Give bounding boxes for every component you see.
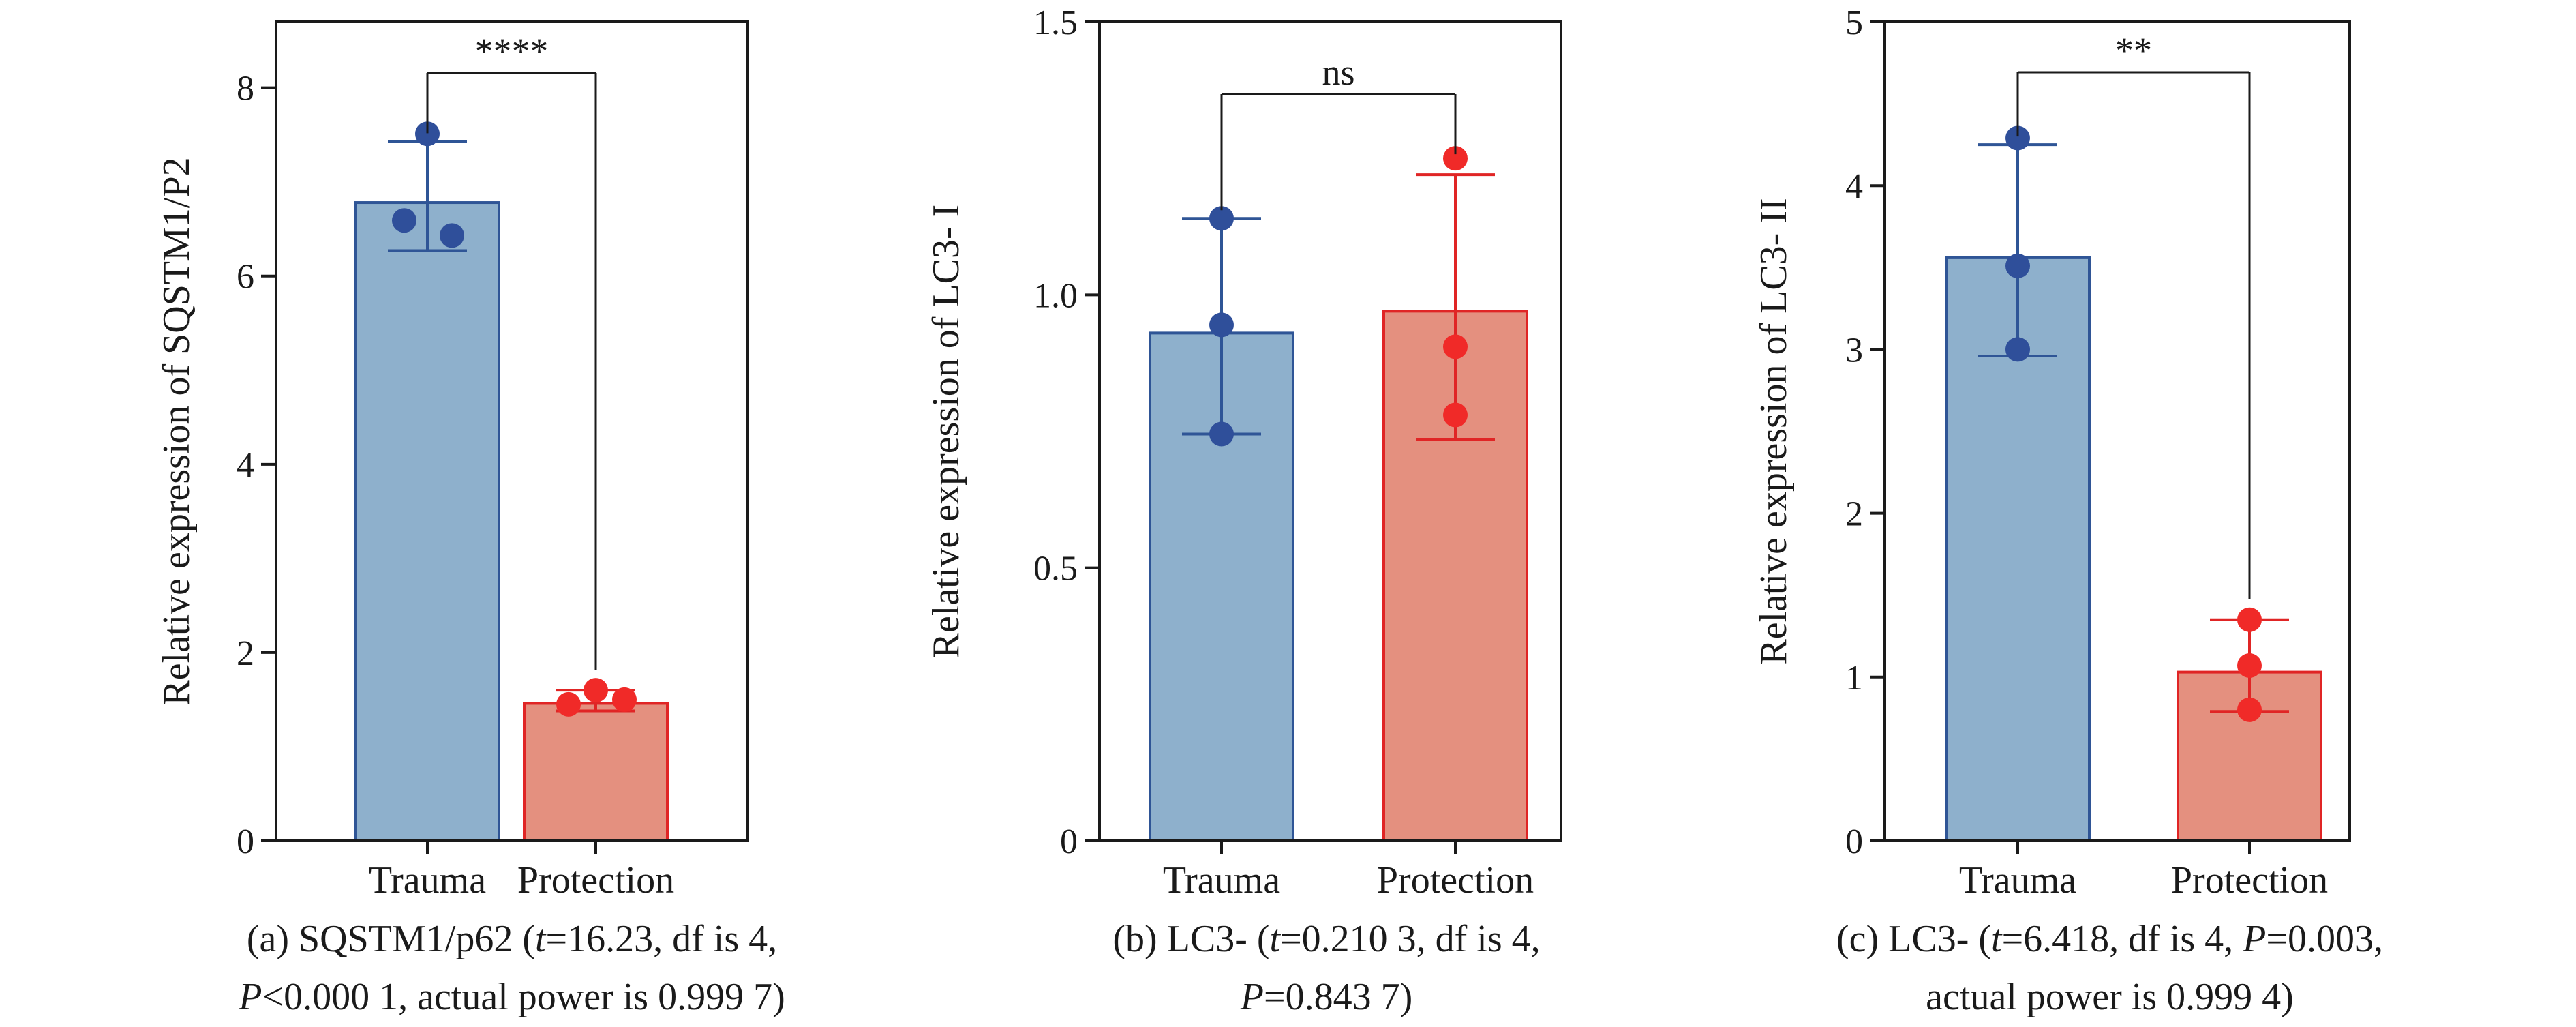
caption-text: <0.000 1, actual power is 0.999 7)	[262, 976, 785, 1018]
y-tick-label: 0	[237, 822, 254, 861]
y-tick-label: 0	[1845, 822, 1863, 861]
chart-panel-b: 0 0.5 1.0 1.5 Trauma Protection Relative expre…	[925, 3, 1562, 1018]
data-point-protection	[2237, 697, 2262, 722]
y-tick-label: 0.5	[1033, 550, 1078, 589]
caption-line-1: (c) LC3- (t=6.418, df is 4, P=0.003,	[1836, 918, 2383, 960]
caption-text: (c) LC3- (	[1836, 918, 1991, 960]
caption-line-2: P=0.843 7)	[1240, 976, 1412, 1018]
caption-t-symbol: t	[1270, 918, 1282, 960]
data-point-trauma	[2005, 253, 2030, 278]
y-tick-label: 4	[237, 446, 254, 485]
significance-label: **	[2115, 30, 2152, 71]
caption-line-2: P<0.000 1, actual power is 0.999 7)	[238, 976, 785, 1018]
y-tick-label: 1.0	[1033, 276, 1078, 315]
data-point-trauma	[2005, 337, 2030, 362]
plot-frame	[1883, 20, 2351, 842]
data-point-protection	[584, 678, 608, 703]
x-tick-label: Trauma	[1163, 859, 1280, 902]
caption-text: =0.843 7)	[1264, 976, 1412, 1018]
data-point-trauma	[392, 208, 416, 233]
data-point-trauma	[1209, 421, 1234, 447]
significance-bracket	[1220, 93, 1457, 211]
significance-label: ns	[1322, 52, 1354, 93]
caption-t-symbol: t	[1991, 918, 2003, 960]
x-tick-label: Protection	[517, 859, 674, 902]
data-point-trauma	[415, 121, 440, 147]
caption-text: (b) LC3- (	[1112, 918, 1269, 960]
caption-text: =0.003,	[2266, 918, 2383, 960]
plot-frame	[1098, 20, 1562, 842]
x-tick-label: Protection	[2171, 859, 2328, 902]
y-axis-label: Relative expression of SQSTM1/P2	[155, 157, 198, 705]
x-tick-label: Trauma	[369, 859, 486, 902]
significance-label: ****	[475, 31, 549, 72]
y-tick-label: 6	[237, 258, 254, 297]
caption-text: =0.210 3, df is 4,	[1280, 918, 1541, 960]
caption-p-symbol: P	[238, 976, 262, 1018]
y-tick-label: 4	[1845, 167, 1863, 206]
caption-text: (a) SQSTM1/p62 (	[247, 918, 535, 960]
data-point-protection	[1443, 402, 1468, 428]
y-tick-label: 8	[237, 70, 254, 108]
error-bar-protection	[1416, 173, 1495, 441]
bar-trauma	[354, 201, 500, 842]
data-point-protection	[2237, 607, 2262, 632]
y-tick-label: 2	[1845, 495, 1863, 534]
significance-bracket	[426, 72, 597, 670]
caption-line-1: (a) SQSTM1/p62 (t=16.23, df is 4,	[247, 918, 777, 960]
data-point-trauma	[1209, 206, 1234, 231]
bar-protection	[523, 702, 669, 842]
data-point-protection	[2237, 653, 2262, 678]
caption-text: =16.23, df is 4,	[546, 918, 778, 960]
y-axis-label: Relative expression of LC3- I	[925, 205, 967, 659]
y-tick-label: 1.5	[1033, 3, 1078, 42]
x-tick-label: Protection	[1377, 859, 1534, 902]
caption-text: actual power is 0.999 4)	[1926, 976, 2294, 1018]
data-point-protection	[1443, 334, 1468, 359]
caption-text: =6.418, df is 4,	[2002, 918, 2243, 960]
y-tick-label: 2	[237, 634, 254, 673]
significance-bracket	[2016, 71, 2251, 599]
data-point-trauma	[440, 223, 464, 248]
caption-p-symbol: P	[1240, 976, 1264, 1018]
x-tick-label: Trauma	[1959, 859, 2076, 902]
data-point-protection	[556, 691, 581, 717]
y-axis-label: Relative expression of LC3- II	[1753, 198, 1795, 664]
chart-panel-a: 0 2 4 6 8 Trauma Protection Relative expression…	[155, 20, 785, 1018]
caption-line-1: (b) LC3- (t=0.210 3, df is 4,	[1112, 918, 1540, 960]
data-point-protection	[1443, 146, 1468, 171]
y-tick-label: 0	[1060, 822, 1078, 861]
chart-panel-c: 0 1 2 3 4 5 Trauma Protection Relative expressio…	[1753, 3, 2383, 1018]
data-point-protection	[612, 687, 637, 712]
caption-t-symbol: t	[535, 918, 547, 960]
data-point-trauma	[1209, 312, 1234, 338]
y-tick-label: 5	[1845, 3, 1863, 42]
caption-p-symbol: P	[2242, 918, 2266, 960]
plot-frame	[275, 20, 749, 842]
caption-line-2: actual power is 0.999 4)	[1926, 976, 2294, 1018]
y-tick-label: 1	[1845, 659, 1863, 698]
y-tick-label: 3	[1845, 331, 1863, 370]
data-point-trauma	[2005, 125, 2030, 151]
